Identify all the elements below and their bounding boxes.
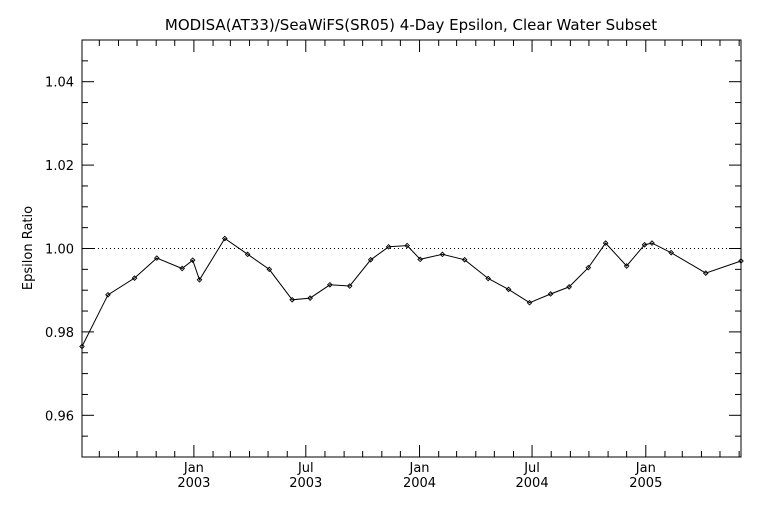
x-tick-label-month: Jan	[183, 461, 204, 476]
data-point	[196, 276, 203, 283]
series-layer	[79, 235, 744, 350]
chart-title: MODISA(AT33)/SeaWiFS(SR05) 4-Day Epsilon…	[165, 16, 657, 34]
data-point	[585, 264, 592, 271]
data-point	[105, 291, 111, 298]
data-point	[649, 240, 655, 246]
data-point	[417, 256, 423, 263]
y-axis-label: Epsilon Ratio	[21, 206, 36, 290]
x-tick-label-month: Jan	[409, 461, 430, 476]
data-point	[244, 251, 251, 258]
x-tick-label-month: Jan	[635, 461, 656, 476]
x-tick-label-year: 2003	[177, 476, 210, 491]
data-point	[526, 299, 533, 306]
x-tick-label-year: 2004	[516, 476, 549, 491]
data-point	[179, 265, 185, 272]
x-tick-label-year: 2003	[289, 476, 322, 491]
data-point	[79, 343, 85, 350]
data-point	[547, 291, 554, 297]
y-axis-ticks: 0.96 0.98 1.00 1.02 1.04	[45, 39, 741, 458]
data-point	[566, 284, 572, 290]
data-point	[153, 255, 160, 261]
data-point	[404, 242, 411, 249]
data-point	[738, 258, 744, 264]
data-point	[668, 249, 674, 256]
data-point	[221, 235, 228, 242]
data-point	[439, 251, 446, 258]
data-point	[189, 257, 196, 264]
data-point	[385, 243, 392, 250]
data-point	[367, 256, 374, 263]
x-tick-label-year: 2004	[403, 476, 436, 491]
data-point	[623, 263, 630, 269]
data-point	[485, 275, 491, 282]
data-point	[505, 286, 512, 293]
y-tick-label: 1.04	[45, 76, 74, 91]
data-point	[327, 281, 333, 288]
y-tick-label: 1.02	[45, 159, 74, 174]
y-tick-label: 0.98	[45, 326, 74, 341]
data-point	[131, 275, 138, 281]
y-tick-label: 0.96	[45, 409, 74, 424]
data-point	[346, 283, 353, 289]
data-point	[461, 256, 468, 263]
x-tick-label-month: Jul	[297, 461, 314, 476]
x-tick-label-month: Jul	[523, 461, 540, 476]
x-tick-label-year: 2005	[629, 476, 662, 491]
data-point	[307, 295, 313, 301]
series-line	[81, 237, 742, 347]
data-point	[602, 240, 609, 246]
data-point	[289, 296, 296, 303]
data-point	[266, 266, 273, 273]
data-point	[702, 270, 709, 276]
y-tick-label: 1.00	[45, 243, 74, 258]
data-point	[641, 241, 648, 248]
